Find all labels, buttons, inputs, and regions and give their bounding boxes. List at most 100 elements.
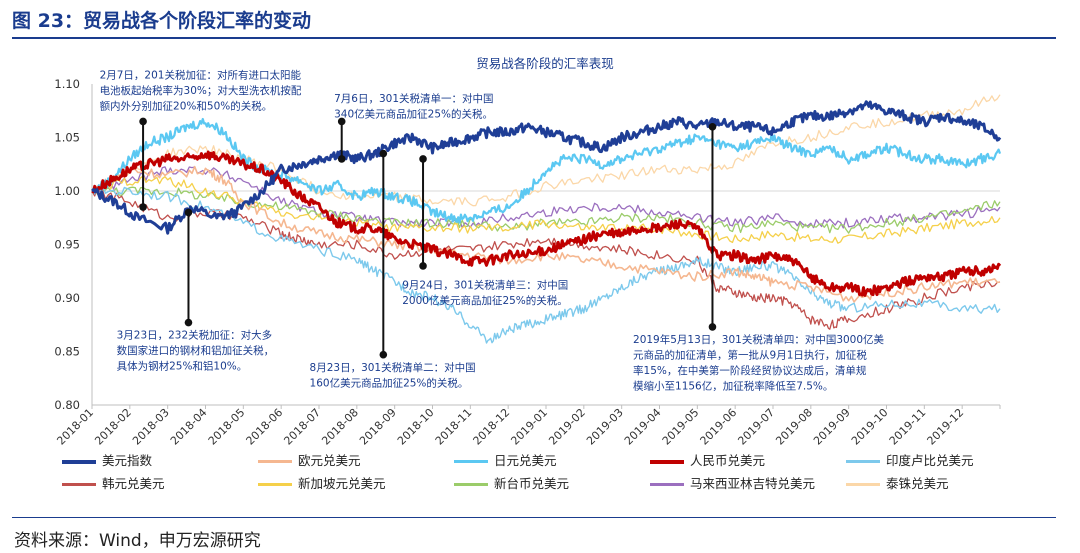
x-tick-label: 2018-02 — [92, 406, 134, 448]
annotation-line-text: 具体为钢材25%和铝10%。 — [117, 360, 248, 373]
x-tick-label: 2018-06 — [244, 406, 286, 448]
legend-swatch — [62, 460, 96, 464]
title-rule — [12, 37, 1056, 39]
x-tick-label: 2018-04 — [168, 406, 210, 448]
annotation-line-text: 2019年5月13日，301关税清单四：对中国3000亿美 — [633, 333, 885, 346]
series-line-2 — [91, 117, 1002, 224]
exchange-rate-chart: 贸易战各阶段的汇率表现 0.80 0.85 0.90 0.95 1.00 1.05 1.10… — [54, 56, 1002, 448]
legend-swatch — [454, 483, 488, 486]
annotation-dot — [708, 123, 717, 131]
x-tick-label: 2019-09 — [811, 406, 853, 448]
x-tick-label: 2019-11 — [887, 406, 929, 448]
series-line-5 — [91, 187, 1001, 330]
annotation-line-text: 元商品的加征清单，第一批从9月1日执行，加征税 — [633, 348, 867, 361]
annotation-line-text: 额内外分别加征20%和50%的关税。 — [100, 100, 273, 113]
legend-swatch — [258, 460, 292, 463]
annotation-text: 2月7日，201关税加征：对所有进口太阳能电池板起始税率为30%；对大型洗衣机按… — [100, 69, 302, 113]
annotation-line-text: 340亿美元商品加征25%的关税。 — [334, 108, 493, 121]
x-tick-label: 2019-06 — [698, 406, 740, 448]
y-tick-label: 0.90 — [54, 291, 80, 305]
series-line-8 — [91, 166, 1001, 229]
annotation-text: 7月6日，301关税清单一：对中国 340亿美元商品加征25%的关税。 — [334, 92, 493, 121]
x-tick-label: 2018-07 — [281, 406, 323, 448]
legend-swatch — [258, 483, 292, 486]
x-tick-label: 2018-01 — [54, 406, 96, 448]
annotation-dot — [337, 155, 346, 163]
legend-label: 新台币兑美元 — [494, 476, 570, 491]
series-line-3 — [91, 150, 1002, 297]
x-tick-label: 2018-10 — [395, 406, 437, 448]
annotation-dot — [708, 323, 717, 331]
series-line-0 — [91, 100, 1002, 235]
x-tick-label: 2018-03 — [130, 406, 172, 448]
annotation-dot — [419, 155, 427, 163]
annotation-dot — [379, 350, 388, 359]
annotation-text: 9月24日，301关税清单三：对中国 2000亿美元商品加征25%的关税。 — [402, 278, 568, 307]
x-tick-label: 2018-11 — [433, 406, 475, 448]
annotation-line-text: 电池板起始税率为30%；对大型洗衣机按配 — [100, 84, 302, 97]
annotation-dot — [139, 203, 147, 211]
legend-label: 马来西亚林吉特兑美元 — [690, 476, 816, 491]
y-tick-label: 0.85 — [54, 345, 80, 359]
legend-label: 韩元兑美元 — [102, 476, 165, 491]
x-tick-label: 2019-08 — [773, 406, 815, 448]
legend-swatch — [454, 460, 488, 463]
annotation-line-text: 数国家进口的钢材和铝加征关税， — [117, 344, 275, 357]
annotation-dot — [379, 149, 388, 158]
annotation-line-text: 率15%，在中美第一阶段经贸协议达成后，清单规 — [633, 364, 867, 377]
x-tick-label: 2019-10 — [849, 406, 891, 448]
series-line-4 — [91, 185, 1001, 344]
annotation-text: 2019年5月13日，301关税清单四：对中国3000亿美元商品的加征清单，第一… — [633, 333, 885, 393]
x-tick-label: 2019-01 — [508, 406, 550, 448]
legend-swatch — [650, 483, 684, 486]
source-note: 资料来源：Wind，申万宏源研究 — [14, 531, 261, 551]
annotation-line-text: 2月7日，201关税加征：对所有进口太阳能 — [100, 69, 302, 82]
x-tick-label: 2018-12 — [471, 406, 513, 448]
x-tick-label: 2019-07 — [735, 406, 777, 448]
y-axis: 0.80 0.85 0.90 0.95 1.00 1.05 1.10 — [54, 77, 93, 412]
annotation-dot — [184, 318, 193, 327]
page-title: 图 23：贸易战各个阶段汇率的变动 — [12, 10, 312, 32]
x-tick-label: 2018-09 — [357, 406, 399, 448]
x-axis: 2018-012018-022018-032018-042018-052018-… — [54, 404, 1001, 448]
legend-swatch — [846, 460, 880, 463]
legend-label: 印度卢比兑美元 — [886, 453, 974, 468]
annotation-line-text: 9月24日，301关税清单三：对中国 — [402, 278, 568, 291]
legend-label: 日元兑美元 — [494, 453, 557, 468]
annotation-dot — [139, 117, 147, 126]
x-tick-label: 2019-03 — [584, 406, 626, 448]
x-tick-label: 2019-12 — [925, 406, 967, 448]
x-tick-label: 2019-04 — [622, 406, 664, 448]
legend-label: 美元指数 — [102, 453, 153, 468]
annotation-dot — [337, 117, 346, 126]
legend-swatch — [62, 483, 96, 486]
annotation-line-text: 模缩小至1156亿，加征税率降低至7.5%。 — [633, 379, 833, 392]
annotation-line-text: 3月23日，232关税加征：对大多 — [117, 329, 273, 342]
bottom-rule — [12, 517, 1056, 518]
annotation-line-text: 2000亿美元商品加征25%的关税。 — [402, 294, 568, 307]
legend-label: 新加坡元兑美元 — [298, 476, 386, 491]
x-tick-label: 2019-02 — [546, 406, 588, 448]
annotation-text: 3月23日，232关税加征：对大多数国家进口的钢材和铝加征关税， 具体为钢材25%… — [117, 329, 275, 373]
x-tick-label: 2018-08 — [319, 406, 361, 448]
annotation-dot — [184, 208, 193, 217]
x-tick-label: 2018-05 — [206, 406, 248, 448]
legend-label: 人民币兑美元 — [690, 453, 766, 468]
annotation-line-text: 160亿美元商品加征25%的关税。 — [310, 376, 469, 389]
legend-label: 欧元兑美元 — [298, 453, 361, 468]
y-tick-label: 1.00 — [54, 184, 80, 198]
x-tick-label: 2019-05 — [660, 406, 702, 448]
annotation-text: 8月23日，301关税清单二：对中国 160亿美元商品加征25%的关税。 — [310, 361, 476, 390]
legend-label: 泰铢兑美元 — [886, 476, 949, 491]
y-tick-label: 0.95 — [54, 238, 80, 252]
annotation-dot — [419, 262, 427, 270]
y-tick-label: 1.05 — [54, 131, 80, 145]
series-line-6 — [91, 175, 1001, 244]
annotations: 2月7日，201关税加征：对所有进口太阳能电池板起始税率为30%；对大型洗衣机按… — [100, 69, 885, 393]
y-tick-label: 0.80 — [54, 398, 80, 412]
annotation-line-text: 8月23日，301关税清单二：对中国 — [310, 361, 476, 374]
legend-swatch — [846, 483, 880, 486]
annotation-line-text: 7月6日，301关税清单一：对中国 — [334, 92, 493, 105]
chart-title: 贸易战各阶段的汇率表现 — [476, 56, 614, 71]
y-tick-label: 1.10 — [54, 77, 80, 91]
